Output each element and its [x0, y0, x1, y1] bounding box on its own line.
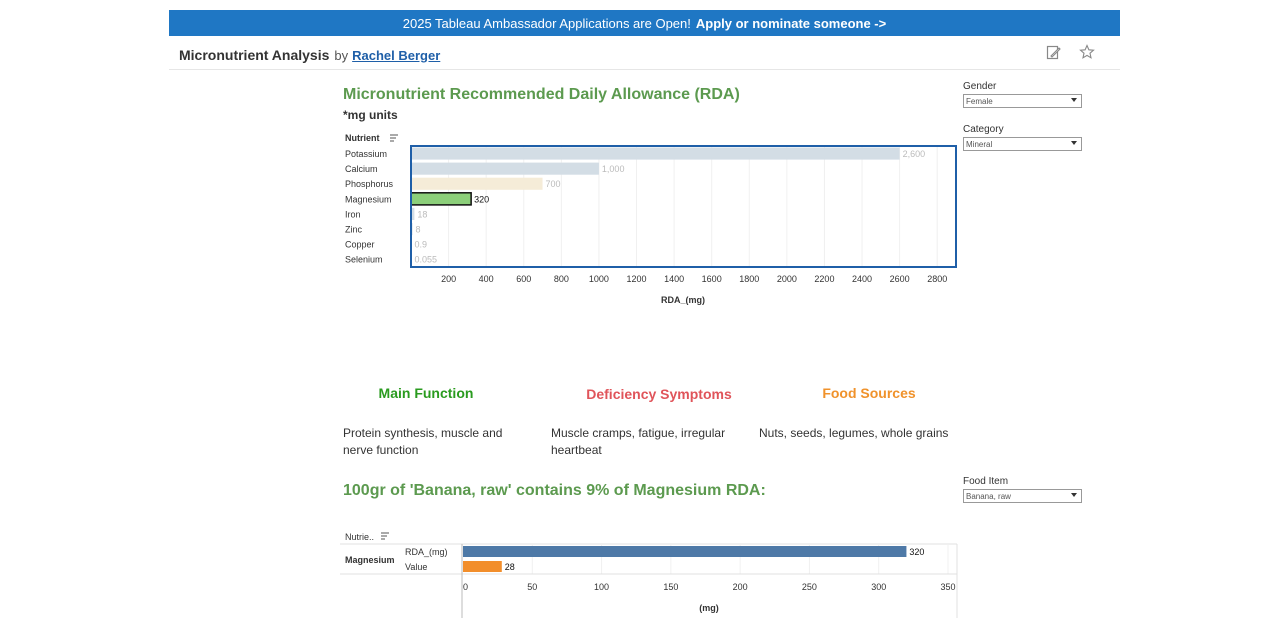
- gender-filter-label: Gender: [963, 81, 997, 92]
- x-tick-label: 1200: [627, 274, 647, 284]
- category-value: Mineral: [966, 139, 993, 149]
- rda-x-axis-label: RDA_(mg): [661, 295, 705, 305]
- value-label: 28: [505, 562, 515, 572]
- x-tick-label: 150: [663, 582, 678, 592]
- selection-border: [410, 145, 957, 268]
- x-tick-label: 2200: [814, 274, 834, 284]
- chevron-down-icon: [1071, 141, 1077, 145]
- group-label: Magnesium: [345, 555, 395, 565]
- x-tick-label: 2400: [852, 274, 872, 284]
- food-x-axis-label: (mg): [699, 603, 719, 613]
- category-filter: Category Mineral: [963, 124, 1083, 151]
- gender-select[interactable]: Female: [963, 94, 1082, 108]
- bar-potassium[interactable]: [411, 147, 900, 160]
- value-label: 320: [909, 547, 924, 557]
- x-tick-label: 800: [554, 274, 569, 284]
- x-tick-label: 2600: [890, 274, 910, 284]
- banner-text: 2025 Tableau Ambassador Applications are…: [402, 15, 691, 31]
- viz-title-bar: Micronutrient Analysis by Rachel Berger: [179, 44, 1109, 66]
- nutrient-label: Iron: [345, 209, 361, 219]
- x-tick-label: 2800: [927, 274, 947, 284]
- value-label: 1,000: [602, 164, 625, 174]
- measure-label: Value: [405, 562, 427, 572]
- measure-label: RDA_(mg): [405, 547, 448, 557]
- nutrient-label: Selenium: [345, 255, 383, 265]
- x-tick-label: 200: [441, 274, 456, 284]
- bar-magnesium[interactable]: [410, 192, 472, 206]
- value-label: 0.9: [415, 240, 428, 250]
- value-label: 8: [416, 225, 421, 235]
- food-item-filter-label: Food Item: [963, 476, 1009, 487]
- value-label: 700: [546, 179, 561, 189]
- x-tick-label: 300: [871, 582, 886, 592]
- value-label: 18: [417, 209, 427, 219]
- nutrient-label: Zinc: [345, 225, 363, 235]
- nutrient-header: Nutrient: [345, 133, 380, 143]
- rda-bar-chart[interactable]: Nutrient Potassium 2,600 Calcium 1,000 Phosp…: [340, 130, 970, 310]
- food-item-value: Banana, raw: [966, 491, 1011, 501]
- by-label: by: [334, 47, 349, 63]
- bar-iron[interactable]: [411, 207, 415, 220]
- rda-chart-subtitle: *mg units: [343, 108, 398, 122]
- food-item-select[interactable]: Banana, raw: [963, 489, 1082, 503]
- x-tick-label: 1600: [702, 274, 722, 284]
- nutrient-label: Calcium: [345, 164, 378, 174]
- x-tick-label: 250: [802, 582, 817, 592]
- category-select[interactable]: Mineral: [963, 137, 1082, 151]
- x-tick-label: 100: [594, 582, 609, 592]
- food-sources-text: Nuts, seeds, legumes, whole grains: [759, 426, 949, 440]
- x-tick-label: 1400: [664, 274, 684, 284]
- deficiency-title: Deficiency Symptoms: [586, 386, 732, 402]
- x-tick-label: 200: [733, 582, 748, 592]
- x-tick-label: 1800: [739, 274, 759, 284]
- sort-icon[interactable]: [381, 532, 389, 540]
- bar-phosphorus[interactable]: [411, 177, 543, 190]
- chevron-down-icon: [1071, 98, 1077, 102]
- category-filter-label: Category: [963, 124, 1004, 135]
- food-sources-title: Food Sources: [822, 385, 916, 401]
- nutrient-label: Phosphorus: [345, 179, 394, 189]
- rda-chart-title: Micronutrient Recommended Daily Allowanc…: [343, 86, 740, 103]
- viz-title: Micronutrient Analysis: [179, 47, 330, 63]
- gender-filter: Gender Female: [963, 81, 1083, 108]
- edit-icon[interactable]: [1045, 44, 1061, 60]
- main-function-text: Protein synthesis, muscle and nerve func…: [343, 426, 503, 457]
- nutrient-label: Potassium: [345, 149, 387, 159]
- x-tick-label: 2000: [777, 274, 797, 284]
- value-label: 2,600: [903, 149, 926, 159]
- author-link[interactable]: Rachel Berger: [352, 47, 441, 63]
- banner-link[interactable]: Apply or nominate someone ->: [695, 15, 887, 31]
- food-item-filter: Food Item Banana, raw: [963, 476, 1083, 503]
- nutrient-short-header: Nutrie..: [345, 532, 374, 542]
- bar-rdamg[interactable]: [463, 546, 907, 557]
- main-function-title: Main Function: [378, 385, 474, 401]
- x-tick-label: 0: [463, 582, 468, 592]
- header-divider: [169, 69, 1120, 70]
- x-tick-label: 400: [479, 274, 494, 284]
- food-bar-chart[interactable]: Nutrie.. Magnesium RDA_(mg) 320 Value 28 0 5…: [340, 528, 965, 640]
- nutrient-label: Copper: [345, 240, 375, 250]
- bar-calcium[interactable]: [411, 162, 599, 175]
- x-tick-label: 600: [516, 274, 531, 284]
- sort-icon[interactable]: [390, 134, 398, 142]
- announcement-banner: 2025 Tableau Ambassador Applications are…: [169, 10, 1120, 36]
- bar-value[interactable]: [463, 561, 502, 572]
- value-label: 0.055: [415, 255, 438, 265]
- food-chart-title: 100gr of 'Banana, raw' contains 9% of Ma…: [343, 482, 766, 499]
- nutrient-label: Magnesium: [345, 194, 392, 204]
- favorite-star-icon[interactable]: [1079, 44, 1095, 60]
- x-tick-label: 1000: [589, 274, 609, 284]
- chevron-down-icon: [1071, 493, 1077, 497]
- x-tick-label: 50: [527, 582, 537, 592]
- gender-value: Female: [966, 96, 993, 106]
- value-label: 320: [474, 194, 489, 204]
- x-tick-label: 350: [940, 582, 955, 592]
- deficiency-text: Muscle cramps, fatigue, irregular heartb…: [551, 426, 726, 457]
